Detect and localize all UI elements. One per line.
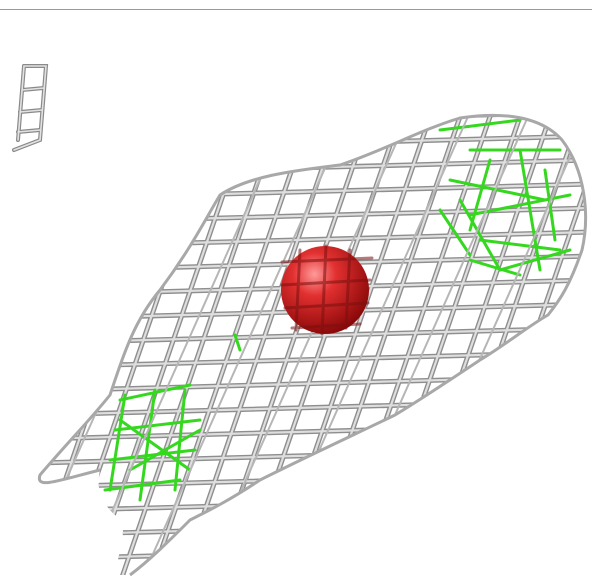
mesh-strut [39, 115, 112, 575]
inner-contour [138, 388, 157, 502]
mesh-strut [418, 115, 586, 575]
mesh-brace [79, 115, 341, 575]
inner-contour [498, 248, 572, 272]
mesh-brace [139, 115, 401, 575]
mesh-strut [478, 115, 586, 575]
inner-contour [438, 208, 472, 257]
inner-contour [518, 148, 542, 272]
mesh-strut [477, 115, 586, 575]
mesh-strut [39, 115, 113, 575]
mesh-rail [39, 542, 586, 562]
mesh-rail [39, 517, 586, 539]
top-divider-line [0, 9, 592, 10]
mesh-rail [39, 565, 586, 575]
mesh-rail [39, 494, 586, 514]
inner-contour [438, 118, 522, 132]
mesh-rail [39, 374, 586, 394]
inner-contour [468, 158, 492, 232]
inner-contour [118, 418, 192, 472]
inner-contour [458, 198, 502, 272]
inner-contour [543, 168, 557, 242]
mesh-brace [39, 115, 101, 575]
inner-contour [108, 448, 197, 462]
mesh-strut [388, 115, 586, 575]
mesh-strut [0, 0, 20, 583]
mesh-outline [37, 113, 588, 577]
inner-contour [478, 238, 562, 252]
foreground-mesh [280, 244, 374, 336]
inner-contour [128, 428, 202, 472]
inner-contour [233, 333, 242, 352]
mesh-strut [568, 115, 586, 575]
mesh-strut [0, 0, 20, 583]
mesh-rail [39, 566, 586, 575]
mesh-brace [379, 115, 586, 575]
inner-contour [468, 258, 522, 277]
mesh-rail [39, 206, 586, 226]
mesh-brace [499, 115, 586, 575]
mesh-strut [567, 115, 586, 575]
mesh-rail [39, 518, 586, 538]
mesh-strut [178, 115, 382, 575]
mesh-rail [39, 493, 586, 515]
mesh-fragment [12, 64, 49, 152]
inner-contour [108, 393, 127, 492]
mesh-strut [39, 115, 173, 575]
mesh-rail [39, 541, 586, 563]
mesh-strut [417, 115, 586, 575]
mesh-strut [39, 115, 172, 575]
mesh-strut [118, 115, 322, 575]
mesh-brace [439, 115, 586, 575]
